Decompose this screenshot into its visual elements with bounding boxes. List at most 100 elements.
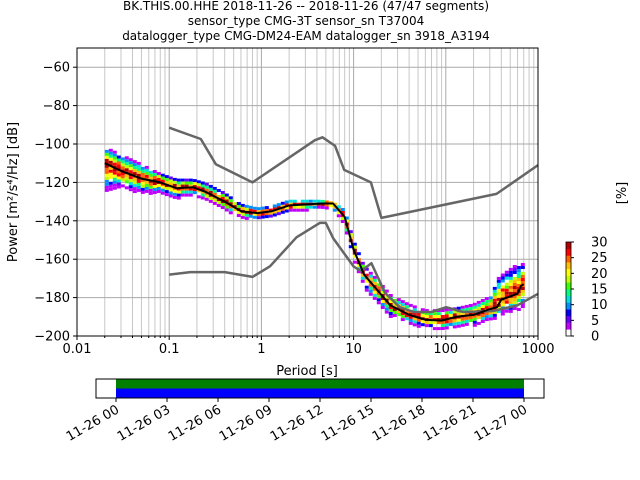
density-cell: [260, 209, 265, 213]
density-cell: [436, 321, 441, 325]
density-cell: [112, 180, 117, 184]
density-cell: [516, 266, 521, 269]
density-cell: [508, 282, 513, 286]
density-cell: [492, 298, 497, 302]
density-cell: [388, 300, 393, 303]
density-cell: [496, 285, 501, 289]
density-cell: [248, 214, 253, 218]
density-cell: [472, 311, 477, 315]
density-cell: [384, 289, 389, 293]
density-cell: [260, 212, 265, 216]
density-cell: [516, 299, 521, 302]
timeline-tick-label: 11-26 18: [370, 402, 428, 444]
density-cell: [508, 276, 513, 280]
density-cell: [164, 175, 169, 179]
density-cell: [356, 252, 361, 256]
density-cell: [504, 288, 509, 292]
density-cell: [472, 314, 477, 318]
density-cell: [452, 322, 457, 326]
density-cell: [472, 308, 477, 312]
density-cell: [240, 212, 245, 216]
density-cell: [124, 177, 129, 181]
density-cell: [460, 305, 465, 309]
density-cell: [400, 318, 405, 322]
density-cell: [264, 206, 269, 210]
density-cell: [368, 292, 373, 296]
density-cell: [236, 214, 241, 217]
density-cell: [380, 303, 385, 306]
density-cell: [428, 324, 433, 328]
density-cell: [472, 305, 477, 309]
density-cell: [192, 185, 197, 189]
density-cell: [332, 205, 337, 209]
density-cell: [188, 181, 193, 185]
density-cell: [388, 306, 393, 309]
density-cell: [496, 291, 501, 295]
density-cell: [376, 283, 381, 287]
density-cell: [156, 178, 161, 181]
density-cell: [352, 245, 357, 249]
density-cell: [248, 208, 253, 212]
density-cell: [224, 193, 229, 197]
density-cell: [144, 183, 149, 187]
density-cell: [244, 207, 249, 211]
density-cell: [452, 319, 457, 323]
density-cell: [176, 187, 181, 191]
density-cell: [500, 294, 505, 298]
density-cell: [504, 294, 509, 298]
density-cell: [516, 275, 521, 278]
density-cell: [172, 192, 177, 196]
density-cell: [308, 199, 313, 203]
density-cell: [112, 153, 117, 157]
density-cell: [508, 306, 513, 310]
density-cell: [416, 312, 421, 316]
density-cell: [112, 186, 117, 190]
density-cell: [128, 176, 133, 180]
density-cell: [512, 289, 517, 292]
density-cell: [504, 276, 509, 280]
density-cell: [172, 195, 177, 199]
density-cell: [500, 291, 505, 295]
density-cell: [152, 170, 157, 173]
density-cell: [440, 327, 445, 330]
density-cell: [352, 254, 357, 258]
y-tick-label: −140: [34, 214, 70, 229]
density-heatmap: [104, 148, 525, 331]
colorbar-tick-label: 15: [591, 283, 608, 298]
density-cell: [160, 176, 165, 180]
density-cell: [500, 279, 505, 283]
density-cell: [248, 205, 253, 209]
density-cell: [368, 271, 373, 275]
density-cell: [136, 182, 141, 186]
density-cell: [432, 312, 437, 316]
density-cell: [372, 281, 377, 285]
density-cell: [112, 174, 117, 178]
density-cell: [212, 201, 217, 205]
density-cell: [108, 187, 113, 191]
colorbar-tick-label: 25: [591, 251, 608, 266]
density-cell: [372, 296, 377, 300]
density-cell: [184, 193, 189, 197]
density-cell: [196, 195, 201, 199]
density-cell: [376, 286, 381, 290]
density-cell: [284, 206, 289, 210]
density-cell: [252, 212, 257, 216]
density-cell: [388, 312, 393, 315]
density-cell: [412, 308, 417, 312]
density-cell: [152, 185, 157, 188]
density-cell: [132, 178, 137, 182]
density-cell: [112, 177, 117, 181]
density-cell: [148, 188, 153, 192]
density-cell: [420, 308, 425, 312]
density-cell: [208, 187, 213, 191]
density-cell: [392, 308, 397, 311]
density-cell: [380, 306, 385, 309]
colorbar-swatch: [566, 282, 571, 290]
density-cell: [468, 316, 473, 319]
density-cell: [224, 205, 229, 209]
density-cell: [296, 205, 301, 209]
density-cell: [468, 304, 473, 307]
density-cell: [244, 216, 249, 220]
density-cell: [104, 173, 109, 177]
